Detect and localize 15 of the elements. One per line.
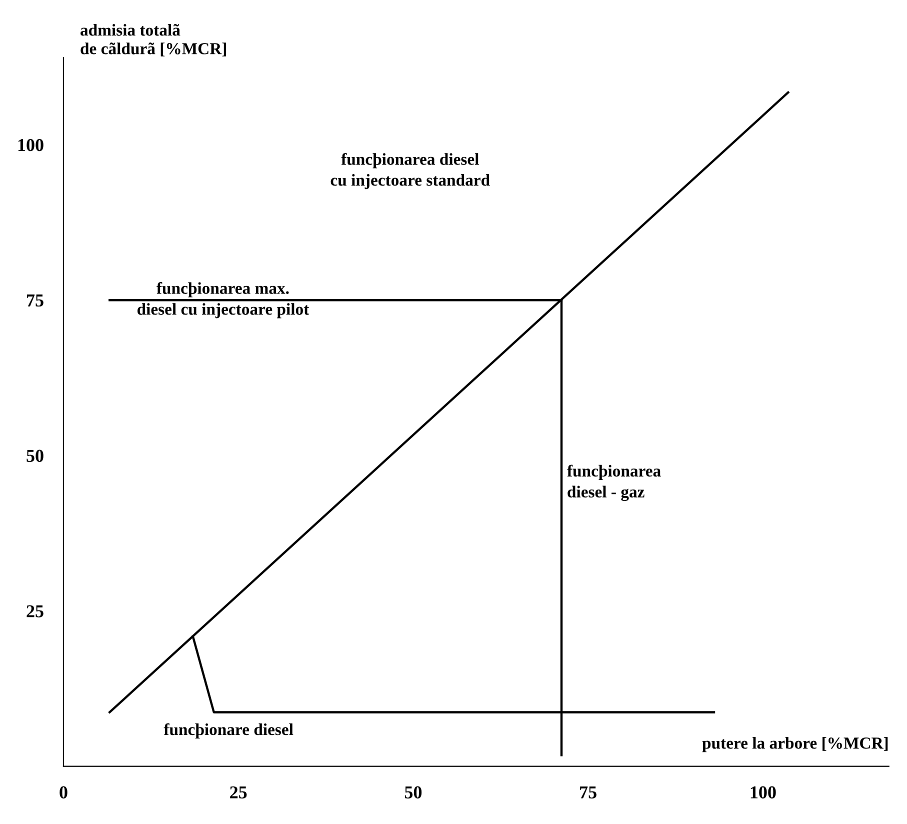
x-tick-label: 0 [60, 786, 68, 798]
y-tick-label: 25 [26, 605, 44, 618]
x-tick-label: 50 [404, 786, 422, 798]
y-tick-label: 75 [27, 294, 44, 307]
y-tick-label: 50 [26, 450, 44, 462]
annotation: funcþionarea max. diesel cu injectoare pilot [137, 282, 310, 318]
x-tick-label: 75 [580, 786, 596, 798]
y-tick-label: 100 [18, 138, 44, 152]
annotation: funcþionarea diesel cu injectoare standard [330, 152, 490, 190]
y-axis-title: admisia totalã de cãldurã [%MCR] [80, 24, 226, 56]
x-tick-label: 100 [750, 786, 776, 798]
x-axis-title: putere la arbore [%MCR] [702, 737, 888, 752]
annotation: funcþionarea diesel - gaz [567, 464, 661, 502]
annotation: funcþionare diesel [164, 723, 294, 739]
x-tick-label: 25 [230, 786, 247, 798]
